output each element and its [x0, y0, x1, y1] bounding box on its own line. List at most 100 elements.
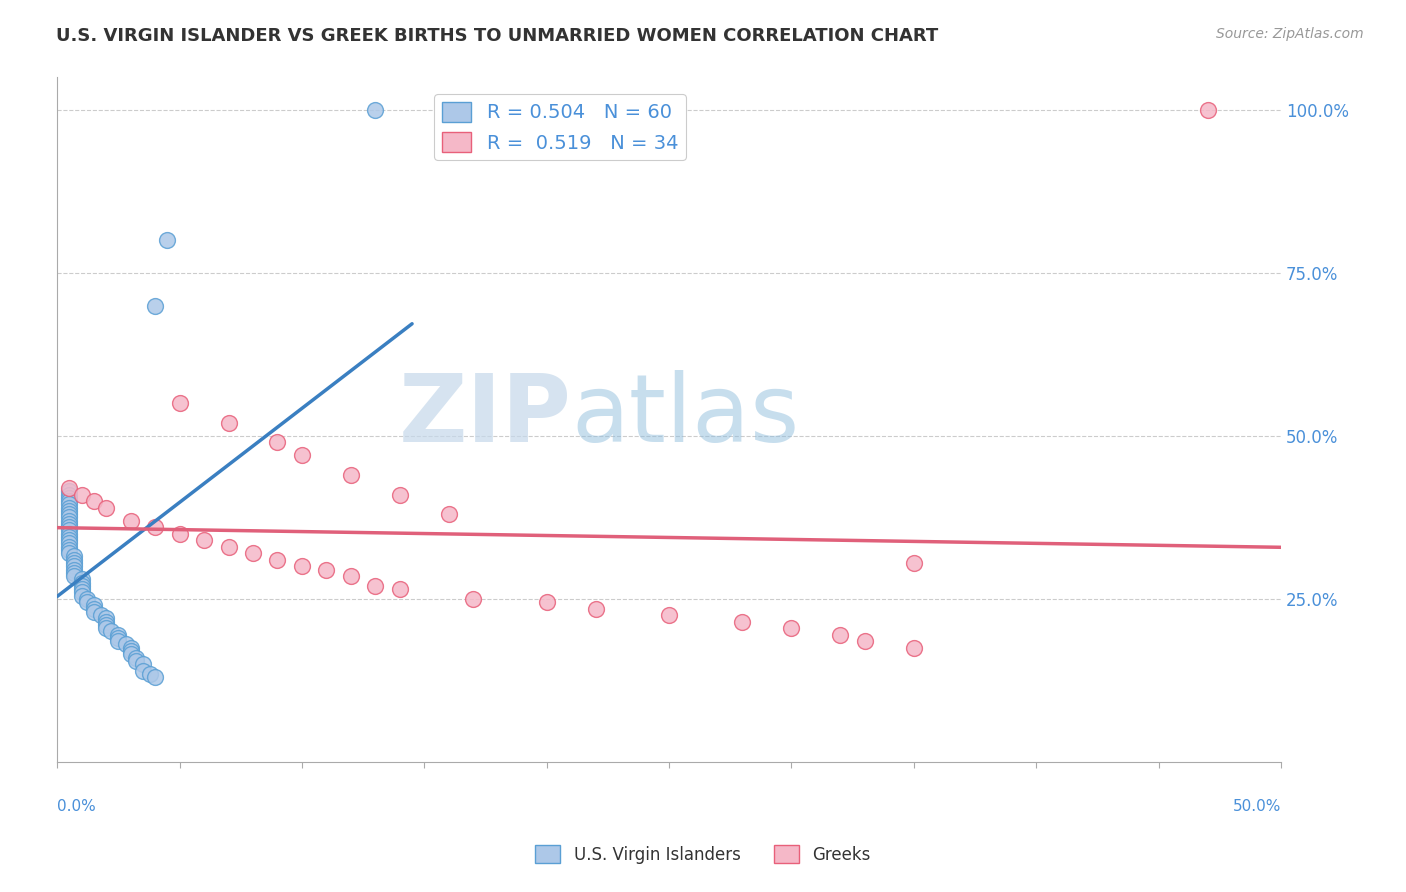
Point	[266, 435, 288, 450]
Point	[120, 640, 142, 655]
Point	[107, 634, 129, 648]
Legend: U.S. Virgin Islanders, Greeks: U.S. Virgin Islanders, Greeks	[529, 838, 877, 871]
Text: 50.0%: 50.0%	[1233, 799, 1281, 814]
Point	[100, 624, 122, 639]
Point	[90, 608, 112, 623]
Point	[58, 520, 80, 534]
Point	[94, 611, 117, 625]
Point	[58, 533, 80, 548]
Point	[94, 500, 117, 515]
Point	[58, 516, 80, 531]
Point	[94, 615, 117, 629]
Point	[70, 585, 93, 599]
Point	[120, 514, 142, 528]
Point	[70, 579, 93, 593]
Point	[463, 591, 485, 606]
Point	[169, 396, 191, 410]
Point	[120, 644, 142, 658]
Point	[58, 546, 80, 560]
Point	[70, 582, 93, 596]
Point	[58, 497, 80, 511]
Point	[58, 500, 80, 515]
Text: Source: ZipAtlas.com: Source: ZipAtlas.com	[1216, 27, 1364, 41]
Point	[83, 605, 105, 619]
Point	[218, 416, 240, 430]
Point	[143, 520, 166, 534]
Point	[437, 507, 460, 521]
Point	[70, 572, 93, 586]
Point	[340, 569, 363, 583]
Point	[780, 621, 803, 635]
Point	[124, 650, 146, 665]
Point	[120, 647, 142, 661]
Point	[58, 530, 80, 544]
Point	[585, 601, 607, 615]
Point	[70, 575, 93, 590]
Point	[903, 640, 925, 655]
Point	[291, 449, 314, 463]
Point	[903, 556, 925, 570]
Point	[114, 637, 136, 651]
Text: atlas: atlas	[571, 370, 800, 462]
Point	[63, 569, 86, 583]
Point	[536, 595, 558, 609]
Point	[143, 299, 166, 313]
Point	[58, 504, 80, 518]
Point	[58, 536, 80, 550]
Point	[83, 601, 105, 615]
Point	[58, 491, 80, 505]
Point	[830, 628, 852, 642]
Point	[218, 540, 240, 554]
Point	[242, 546, 264, 560]
Point	[63, 559, 86, 574]
Text: ZIP: ZIP	[398, 370, 571, 462]
Point	[63, 553, 86, 567]
Point	[70, 487, 93, 501]
Point	[364, 103, 387, 117]
Point	[63, 566, 86, 580]
Point	[132, 664, 155, 678]
Point	[169, 526, 191, 541]
Point	[70, 589, 93, 603]
Point	[63, 556, 86, 570]
Point	[58, 494, 80, 508]
Point	[83, 494, 105, 508]
Point	[58, 481, 80, 495]
Text: U.S. VIRGIN ISLANDER VS GREEK BIRTHS TO UNMARRIED WOMEN CORRELATION CHART: U.S. VIRGIN ISLANDER VS GREEK BIRTHS TO …	[56, 27, 938, 45]
Point	[266, 553, 288, 567]
Point	[388, 487, 411, 501]
Point	[107, 631, 129, 645]
Point	[364, 579, 387, 593]
Point	[139, 666, 162, 681]
Point	[1197, 103, 1219, 117]
Point	[193, 533, 215, 548]
Point	[853, 634, 876, 648]
Point	[76, 595, 98, 609]
Point	[58, 484, 80, 499]
Point	[658, 608, 681, 623]
Point	[94, 621, 117, 635]
Point	[340, 468, 363, 483]
Point	[58, 543, 80, 558]
Point	[132, 657, 155, 671]
Point	[83, 599, 105, 613]
Point	[143, 670, 166, 684]
Point	[63, 562, 86, 576]
Point	[58, 524, 80, 538]
Point	[291, 559, 314, 574]
Point	[76, 591, 98, 606]
Point	[63, 549, 86, 564]
Point	[58, 487, 80, 501]
Point	[731, 615, 754, 629]
Point	[107, 628, 129, 642]
Point	[58, 540, 80, 554]
Point	[388, 582, 411, 596]
Point	[58, 514, 80, 528]
Legend: R = 0.504   N = 60, R =  0.519   N = 34: R = 0.504 N = 60, R = 0.519 N = 34	[434, 94, 686, 161]
Point	[156, 233, 179, 247]
Text: 0.0%: 0.0%	[58, 799, 96, 814]
Point	[124, 654, 146, 668]
Point	[315, 562, 337, 576]
Point	[58, 507, 80, 521]
Point	[58, 510, 80, 524]
